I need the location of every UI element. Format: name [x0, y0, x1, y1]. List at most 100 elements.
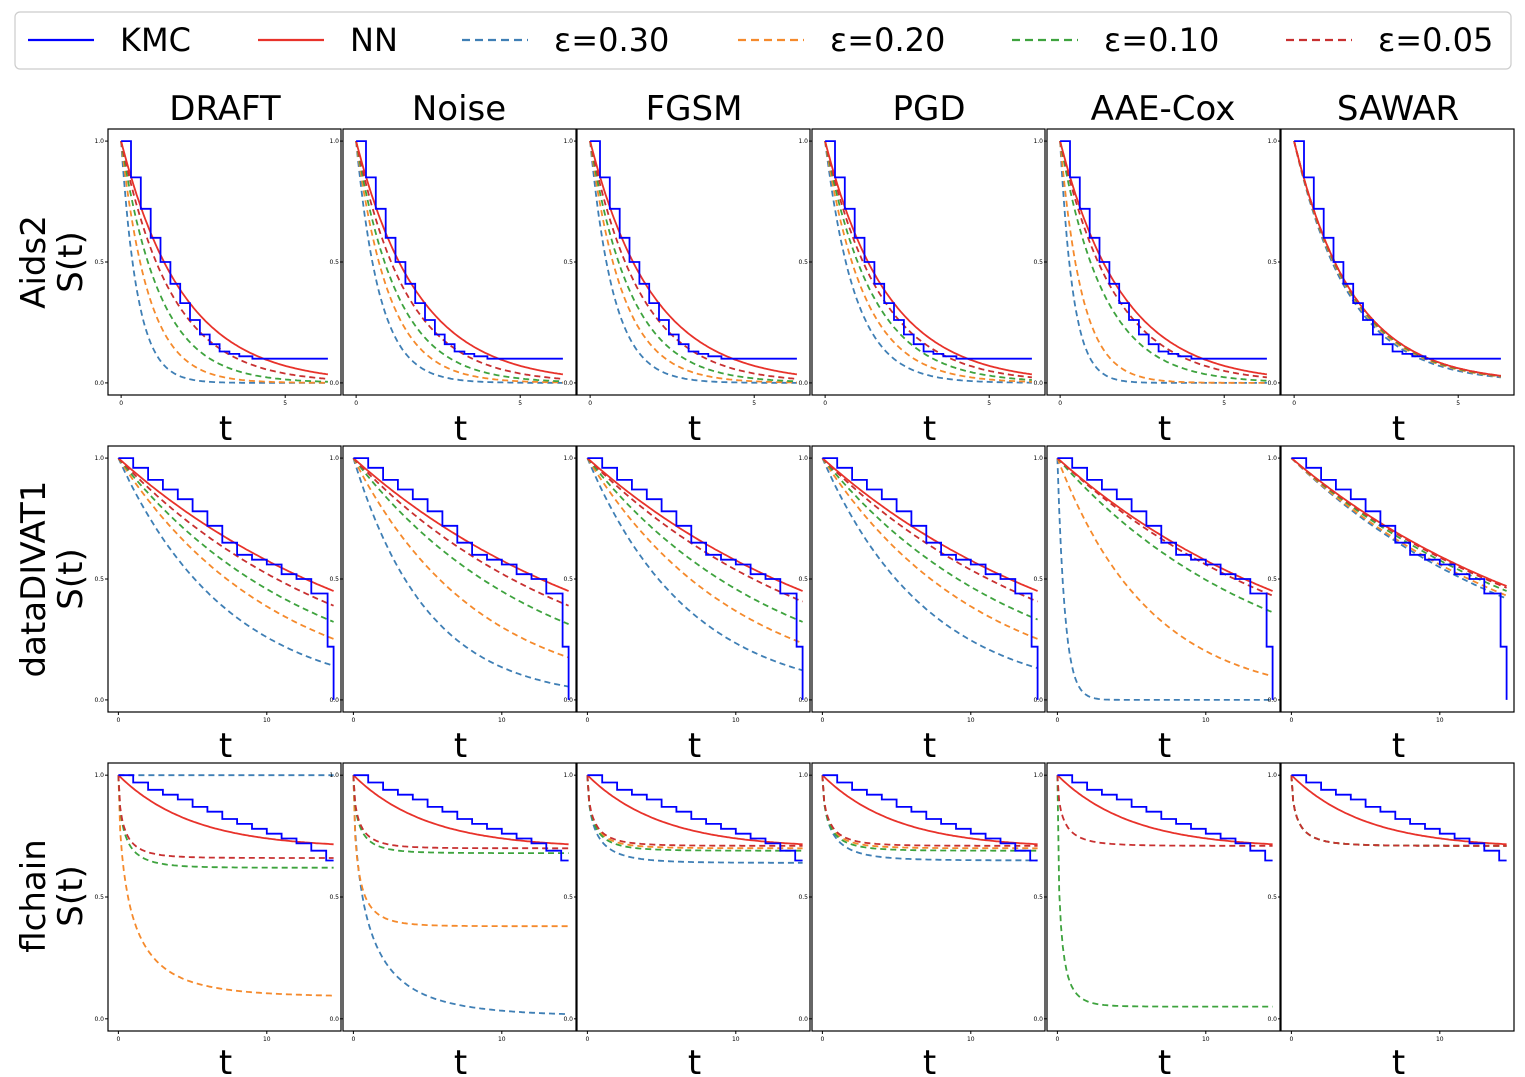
subplot-datadivat1-pgd: 0.0 0.5 1.0 0 10 t [798, 445, 1046, 766]
y-tick-label: 1.0 [94, 138, 104, 145]
subplot-aids2-pgd: 0.0 0.5 1.0 0 5 t [798, 128, 1046, 449]
eps-curve-1 [117, 457, 334, 640]
x-tick-label: 0 [116, 1036, 120, 1043]
plot-frame [1046, 128, 1281, 396]
eps-curve-3 [352, 457, 569, 607]
legend-item: ε=0.05 [1286, 21, 1493, 59]
x-axis-label: t [1158, 409, 1171, 449]
eps-curve-2 [586, 775, 803, 852]
y-tick-label: 1.0 [329, 455, 339, 462]
y-tick-label: 0.0 [1033, 697, 1043, 704]
y-tick-label: 0.0 [329, 697, 339, 704]
nn-curve [1056, 457, 1273, 592]
subplot-flchain-pgd: 0.0 0.5 1.0 0 10 t [798, 762, 1046, 1077]
eps-curve-0 [586, 775, 803, 864]
x-tick-label: 0 [585, 1036, 589, 1043]
row-labels: Aids2 S(t) dataDIVAT1 S(t) flchain S(t) [14, 215, 91, 953]
x-axis-label: t [923, 1043, 936, 1077]
subplot-flchain-draft: 0.0 0.5 1.0 0 10 t [94, 762, 342, 1077]
x-tick-label: 5 [518, 400, 522, 407]
legend-item: ε=0.30 [462, 21, 669, 59]
kmc-curve [356, 140, 563, 360]
legend-label: KMC [120, 21, 191, 59]
x-tick-label: 0 [351, 1036, 355, 1043]
y-tick-label: 0.0 [329, 1016, 339, 1023]
x-tick-label: 5 [987, 400, 991, 407]
plot-frame [107, 128, 342, 396]
y-tick-label: 0.0 [94, 1016, 104, 1023]
y-tick-label: 0.5 [329, 259, 339, 266]
plot-frame [107, 762, 342, 1032]
subplot-flchain-aae-cox: 0.0 0.5 1.0 0 10 t [1033, 762, 1281, 1077]
kmc-curve [1291, 774, 1507, 862]
y-tick-label: 0.5 [1267, 894, 1277, 901]
y-tick-label: 1.0 [1267, 138, 1277, 145]
y-tick-label: 0.0 [563, 697, 573, 704]
subplot-datadivat1-draft: 0.0 0.5 1.0 0 10 t [94, 445, 342, 766]
subplot-datadivat1-fgsm: 0.0 0.5 1.0 0 10 t [563, 445, 811, 766]
eps-curve-0 [824, 140, 1032, 384]
y-tick-label: 1.0 [1033, 138, 1043, 145]
y-tick-label: 0.5 [329, 576, 339, 583]
eps-curve-1 [586, 775, 803, 850]
nn-curve [355, 140, 564, 376]
plot-frame [1280, 762, 1515, 1032]
x-tick-label: 0 [1058, 400, 1062, 407]
y-tick-label: 1.0 [94, 455, 104, 462]
x-axis-label: t [923, 726, 936, 766]
y-tick-label: 1.0 [94, 772, 104, 779]
eps-curve-3 [586, 775, 803, 847]
x-axis-label: t [1392, 1043, 1405, 1077]
eps-curve-3 [1290, 457, 1507, 589]
eps-curve-3 [1290, 775, 1507, 847]
y-tick-label: 0.0 [94, 697, 104, 704]
y-tick-label: 0.0 [1267, 380, 1277, 387]
nn-curve [1293, 140, 1502, 377]
kmc-curve [825, 140, 1032, 360]
y-tick-label: 0.5 [1267, 576, 1277, 583]
x-tick-label: 5 [283, 400, 287, 407]
y-tick-label: 1.0 [563, 772, 573, 779]
kmc-curve [121, 140, 328, 360]
eps-curve-2 [1290, 457, 1507, 592]
nn-curve [1290, 774, 1507, 846]
nn-curve [117, 457, 334, 592]
eps-curve-3 [821, 457, 1038, 603]
plot-frame [1046, 762, 1281, 1032]
column-title-pgd: PGD [892, 89, 965, 129]
x-tick-label: 0 [354, 400, 358, 407]
y-tick-label: 0.5 [798, 576, 808, 583]
y-tick-label: 0.5 [1033, 576, 1043, 583]
nn-curve [824, 140, 1033, 376]
x-tick-label: 10 [498, 1036, 506, 1043]
y-tick-label: 0.0 [798, 380, 808, 387]
y-tick-label: 0.5 [94, 259, 104, 266]
legend-item: NN [258, 21, 398, 59]
row-label-aids2: Aids2 [14, 215, 54, 309]
eps-curve-1 [120, 140, 328, 384]
nn-curve [589, 140, 798, 376]
legend-label: ε=0.20 [830, 21, 945, 59]
column-title-noise: Noise [412, 89, 506, 129]
subplot-aids2-draft: 0.0 0.5 1.0 0 5 t [94, 128, 342, 449]
kmc-curve [1057, 457, 1274, 700]
x-tick-label: 0 [1055, 1036, 1059, 1043]
x-tick-label: 0 [119, 400, 123, 407]
subplot-flchain-sawar: 0.0 0.5 1.0 0 10 t [1267, 762, 1515, 1077]
eps-curve-2 [1056, 775, 1273, 1008]
x-tick-label: 10 [1436, 1036, 1444, 1043]
column-title-fgsm: FGSM [646, 89, 743, 129]
y-tick-label: 1.0 [798, 138, 808, 145]
eps-curve-1 [586, 457, 803, 645]
x-tick-label: 0 [351, 717, 355, 724]
nn-curve [586, 774, 803, 846]
y-tick-label: 0.5 [94, 894, 104, 901]
x-tick-label: 10 [732, 717, 740, 724]
x-tick-label: 0 [820, 717, 824, 724]
x-axis-label: t [688, 409, 701, 449]
x-tick-label: 0 [823, 400, 827, 407]
eps-curve-2 [821, 775, 1038, 852]
column-title-draft: DRAFT [169, 89, 281, 129]
x-tick-label: 0 [1055, 717, 1059, 724]
kmc-curve [590, 140, 797, 360]
